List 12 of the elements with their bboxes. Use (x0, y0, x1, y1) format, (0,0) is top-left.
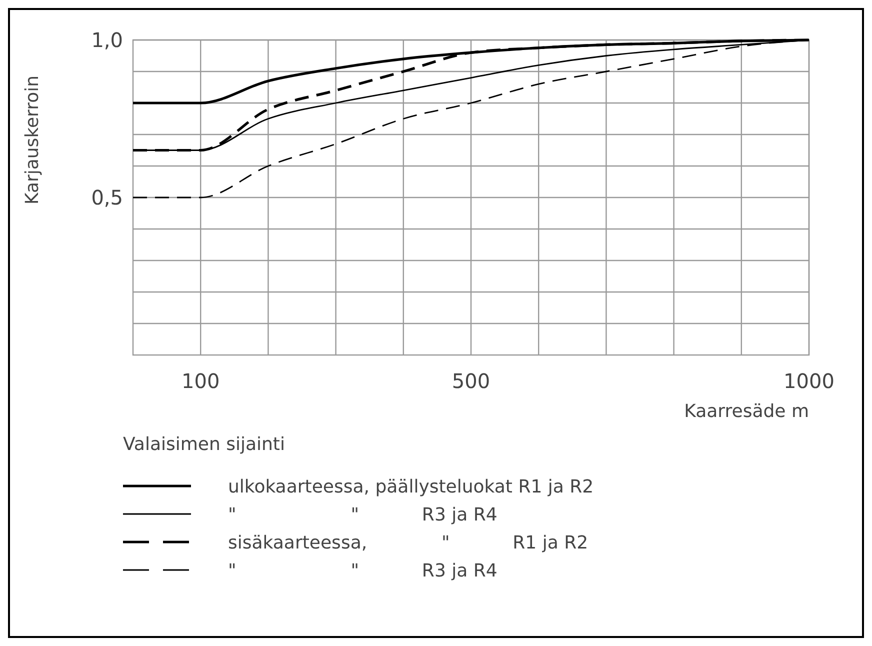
legend-label: " " R3 ja R4 (228, 560, 498, 582)
x-tick-label: 1000 (784, 369, 834, 393)
legend-label: ulkokaarteessa, päällysteluokat R1 ja R2 (228, 476, 594, 498)
x-tick-label: 500 (452, 369, 490, 393)
legend-title: Valaisimen sijainti (123, 434, 285, 455)
y-tick-label: 1,0 (91, 28, 123, 52)
x-tick-label: 100 (182, 369, 220, 393)
y-axis-title: Karjauskerroin (22, 75, 43, 205)
y-tick-label: 0,5 (91, 186, 123, 210)
x-axis-title: Kaarresäde m (684, 401, 809, 422)
legend-label: sisäkaarteessa, " R1 ja R2 (228, 532, 588, 554)
legend-label: " " R3 ja R4 (228, 504, 498, 526)
